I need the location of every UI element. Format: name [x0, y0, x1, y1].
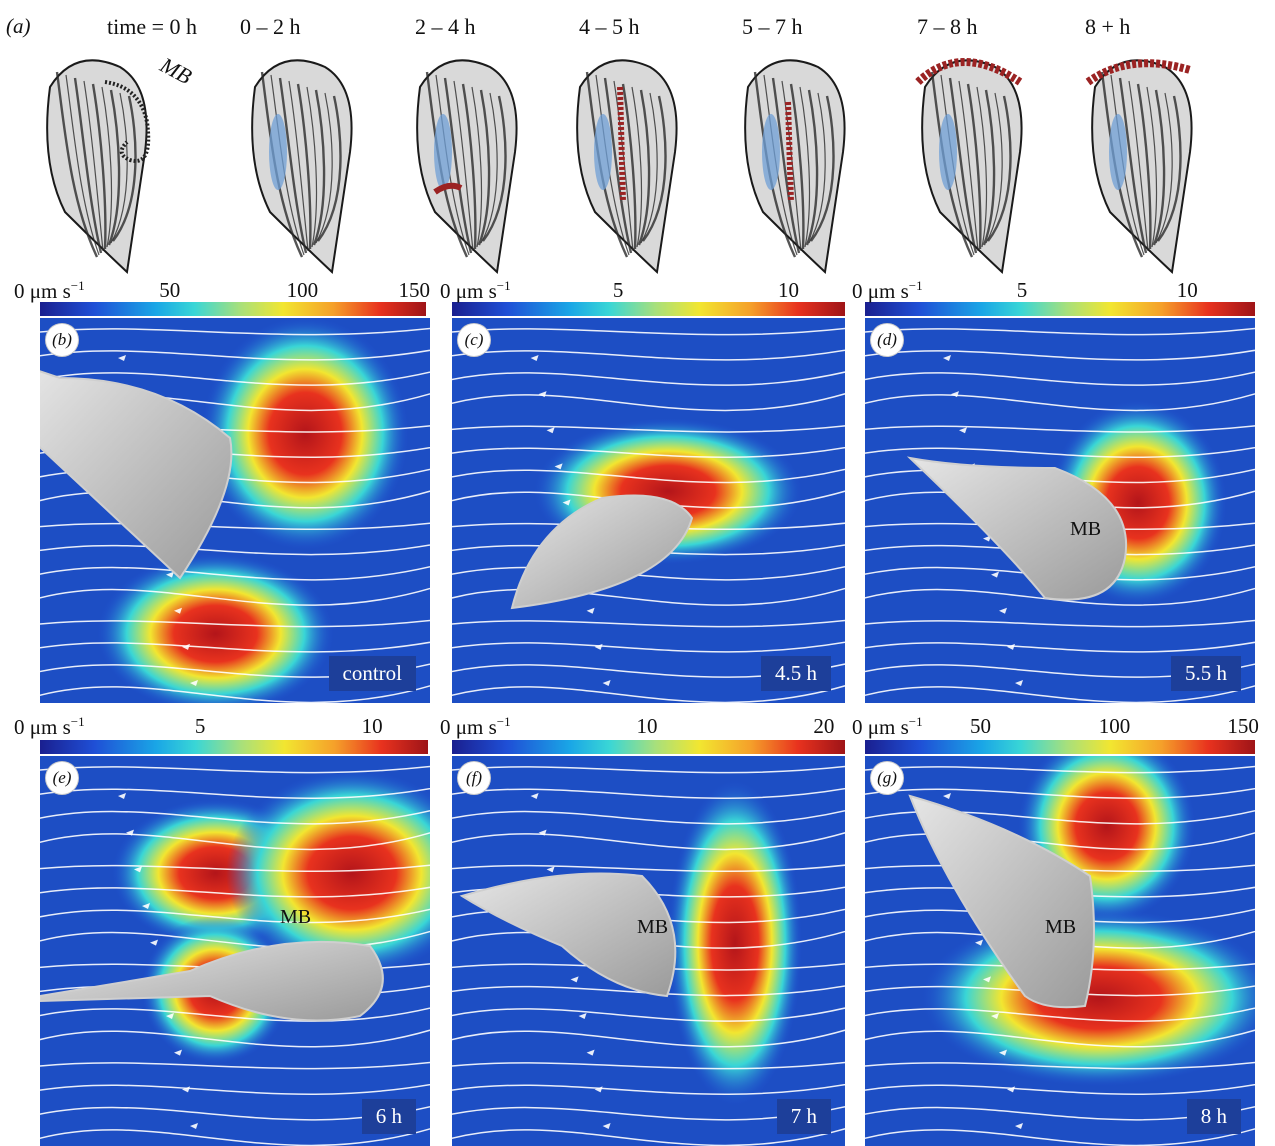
stentor-cell-drawing — [405, 42, 522, 277]
panel-label-badge: (e) — [46, 762, 78, 794]
flow-field — [865, 756, 1255, 1146]
time-label: 7 – 8 h — [917, 14, 978, 39]
colorbar — [40, 740, 428, 754]
flow-field — [452, 756, 845, 1146]
colorbar-tick-label: 10 — [636, 714, 658, 738]
time-label: 2 – 4 h — [415, 14, 476, 39]
time-caption: control — [328, 656, 416, 691]
time-caption: 4.5 h — [761, 656, 831, 691]
colorbar-zero-label: 0 μm s−1 — [440, 714, 511, 739]
panel-label-badge: (b) — [46, 324, 78, 356]
panel-label-badge: (d) — [871, 324, 903, 356]
mb-label: MB — [156, 52, 197, 90]
colorbar-tick-label: 100 — [286, 278, 319, 302]
time-caption: 7 h — [776, 1099, 831, 1134]
time-caption: 6 h — [361, 1099, 416, 1134]
flow-field-panel: (b) control — [40, 318, 430, 703]
flow-field — [40, 756, 430, 1146]
colorbar-tick-label: 5 — [194, 714, 206, 738]
time-label: 0 – 2 h — [240, 14, 301, 39]
mb-label: MB — [1045, 916, 1077, 938]
stentor-cell-drawing — [733, 42, 850, 277]
colorbar-tick-label: 100 — [1098, 714, 1131, 738]
colorbar-tick-label: 10 — [1176, 278, 1198, 302]
stentor-cell-drawing — [240, 42, 357, 277]
mb-label: MB — [1070, 518, 1102, 540]
colorbar — [452, 302, 845, 316]
time-caption: 5.5 h — [1171, 656, 1241, 691]
time-label: 4 – 5 h — [579, 14, 640, 39]
stentor-cell-drawing — [1080, 42, 1197, 277]
panel-label-badge: (g) — [871, 762, 903, 794]
colorbar-tick-label: 150 — [398, 278, 431, 302]
flow-field-panel: (c) 4.5 h — [452, 318, 845, 703]
flow-field-panel: (f) 7 h MB — [452, 756, 845, 1146]
flow-field-panel: (d) 5.5 h MB — [865, 318, 1255, 703]
colorbar-tick-label: 10 — [777, 278, 799, 302]
stentor-cell-drawing — [35, 42, 152, 277]
mb-label: MB — [280, 906, 312, 928]
flow-field — [40, 318, 430, 703]
flow-field-panel: (g) 8 h MB — [865, 756, 1255, 1146]
colorbar-tick-label: 5 — [1016, 278, 1028, 302]
panel-label-badge: (f) — [458, 762, 490, 794]
colorbar-tick-label: 5 — [612, 278, 624, 302]
time-label: 8 + h — [1085, 14, 1131, 39]
flow-field — [452, 318, 845, 703]
colorbar-tick-label: 50 — [970, 714, 991, 738]
flow-field-panel: (e) 6 h MB — [40, 756, 430, 1146]
colorbar — [452, 740, 845, 754]
mb-label: MB — [637, 916, 669, 938]
colorbar-zero-label: 0 μm s−1 — [14, 714, 85, 739]
colorbar-zero-label: 0 μm s−1 — [852, 278, 923, 303]
panel-a-label: (a) — [6, 14, 31, 38]
stentor-cell-drawing — [910, 42, 1027, 277]
colorbar — [865, 302, 1255, 316]
time-caption: 8 h — [1186, 1099, 1241, 1134]
time-label: time = 0 h — [107, 14, 198, 39]
colorbar-zero-label: 0 μm s−1 — [14, 278, 85, 303]
stentor-cell-drawing — [565, 42, 682, 277]
colorbar-zero-label: 0 μm s−1 — [440, 278, 511, 303]
colorbar-tick-label: 150 — [1227, 714, 1259, 738]
colorbar — [40, 302, 426, 316]
time-label: 5 – 7 h — [742, 14, 803, 39]
colorbar — [865, 740, 1255, 754]
colorbar-tick-label: 50 — [159, 278, 181, 302]
flow-field — [865, 318, 1255, 703]
panel-label-badge: (c) — [458, 324, 490, 356]
colorbar-tick-label: 20 — [813, 714, 835, 738]
colorbar-zero-label: 0 μm s−1 — [852, 714, 923, 739]
colorbar-tick-label: 10 — [361, 714, 383, 738]
